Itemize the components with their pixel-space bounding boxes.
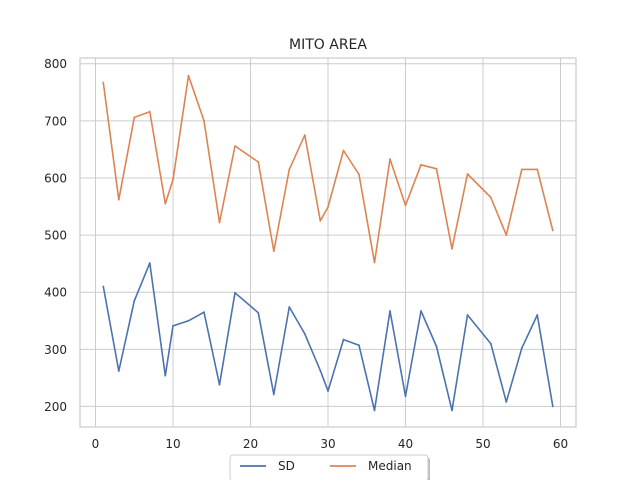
data-point	[102, 285, 105, 288]
data-point	[451, 409, 453, 412]
data-point	[466, 314, 469, 316]
data-point	[551, 229, 554, 232]
data-point	[373, 261, 376, 264]
data-point	[172, 178, 174, 181]
data-point	[520, 168, 523, 171]
data-point	[117, 370, 120, 372]
data-point	[117, 198, 120, 201]
data-point	[288, 306, 291, 308]
x-tick-label: 40	[398, 437, 413, 451]
data-point	[373, 409, 376, 412]
y-tick-label: 800	[44, 57, 67, 71]
y-tick-label: 600	[44, 171, 67, 185]
data-point	[187, 74, 190, 77]
data-point	[148, 110, 151, 113]
data-point	[342, 149, 345, 152]
x-tick-label: 50	[475, 437, 490, 451]
data-point	[358, 344, 360, 347]
data-point	[272, 250, 275, 252]
y-tick-label: 400	[44, 286, 67, 300]
data-point	[389, 158, 391, 161]
tick-labels: 0 10 20 30 40 50 60 200 300 400 500 600 700 800	[44, 57, 568, 451]
data-point	[420, 310, 422, 312]
legend-label: SD	[278, 459, 295, 473]
plot-frame	[79, 57, 577, 428]
data-point	[319, 369, 322, 372]
data-point	[172, 324, 174, 327]
data-point	[489, 342, 492, 345]
x-tick-label: 30	[320, 437, 335, 451]
data-point	[133, 299, 136, 302]
grid	[80, 58, 576, 427]
data-point	[389, 310, 391, 312]
y-tick-label: 200	[44, 400, 67, 414]
legend: SD Median	[229, 454, 430, 483]
data-point	[203, 311, 205, 314]
data-point	[102, 81, 105, 84]
data-point	[327, 206, 329, 208]
data-point	[203, 119, 205, 122]
data-point	[404, 204, 407, 207]
data-point	[358, 173, 360, 176]
data-point	[148, 262, 151, 264]
data-point	[505, 234, 508, 236]
data-point	[536, 314, 539, 316]
data-point	[420, 163, 422, 166]
data-point	[257, 161, 260, 163]
data-point	[342, 338, 345, 341]
data-point	[303, 332, 306, 335]
y-tick-label: 700	[44, 114, 67, 128]
series-median	[102, 74, 554, 264]
data-point	[218, 221, 221, 224]
data-point	[133, 116, 136, 119]
data-point	[319, 219, 322, 222]
data-point	[164, 374, 167, 377]
data-point	[536, 168, 539, 171]
data-point	[272, 393, 275, 396]
data-point	[451, 247, 453, 250]
y-tick-label: 500	[44, 229, 67, 243]
series-sd	[102, 262, 554, 412]
series-line-sd	[102, 262, 554, 412]
x-tick-label: 60	[553, 437, 568, 451]
data-point	[234, 291, 236, 294]
series-line-median	[102, 74, 554, 264]
data-point	[466, 173, 469, 175]
data-point	[257, 311, 260, 314]
x-tick-label: 20	[243, 437, 258, 451]
data-point	[404, 395, 407, 398]
data-point	[435, 167, 438, 170]
data-point	[187, 319, 190, 322]
data-point	[520, 347, 523, 350]
chart-title: MITO AREA	[289, 37, 367, 53]
data-point	[218, 383, 221, 386]
data-point	[489, 196, 492, 199]
data-point	[164, 202, 167, 205]
legend-label: Median	[368, 459, 412, 473]
data-point	[435, 345, 438, 348]
data-point	[505, 400, 508, 403]
x-tick-label: 0	[92, 437, 100, 451]
data-point	[551, 405, 554, 408]
data-point	[327, 390, 329, 392]
series-lines	[102, 74, 554, 412]
data-point	[303, 134, 306, 137]
data-point	[234, 145, 236, 147]
data-point	[288, 168, 291, 171]
y-tick-label: 300	[44, 343, 67, 357]
x-tick-label: 10	[165, 437, 180, 451]
